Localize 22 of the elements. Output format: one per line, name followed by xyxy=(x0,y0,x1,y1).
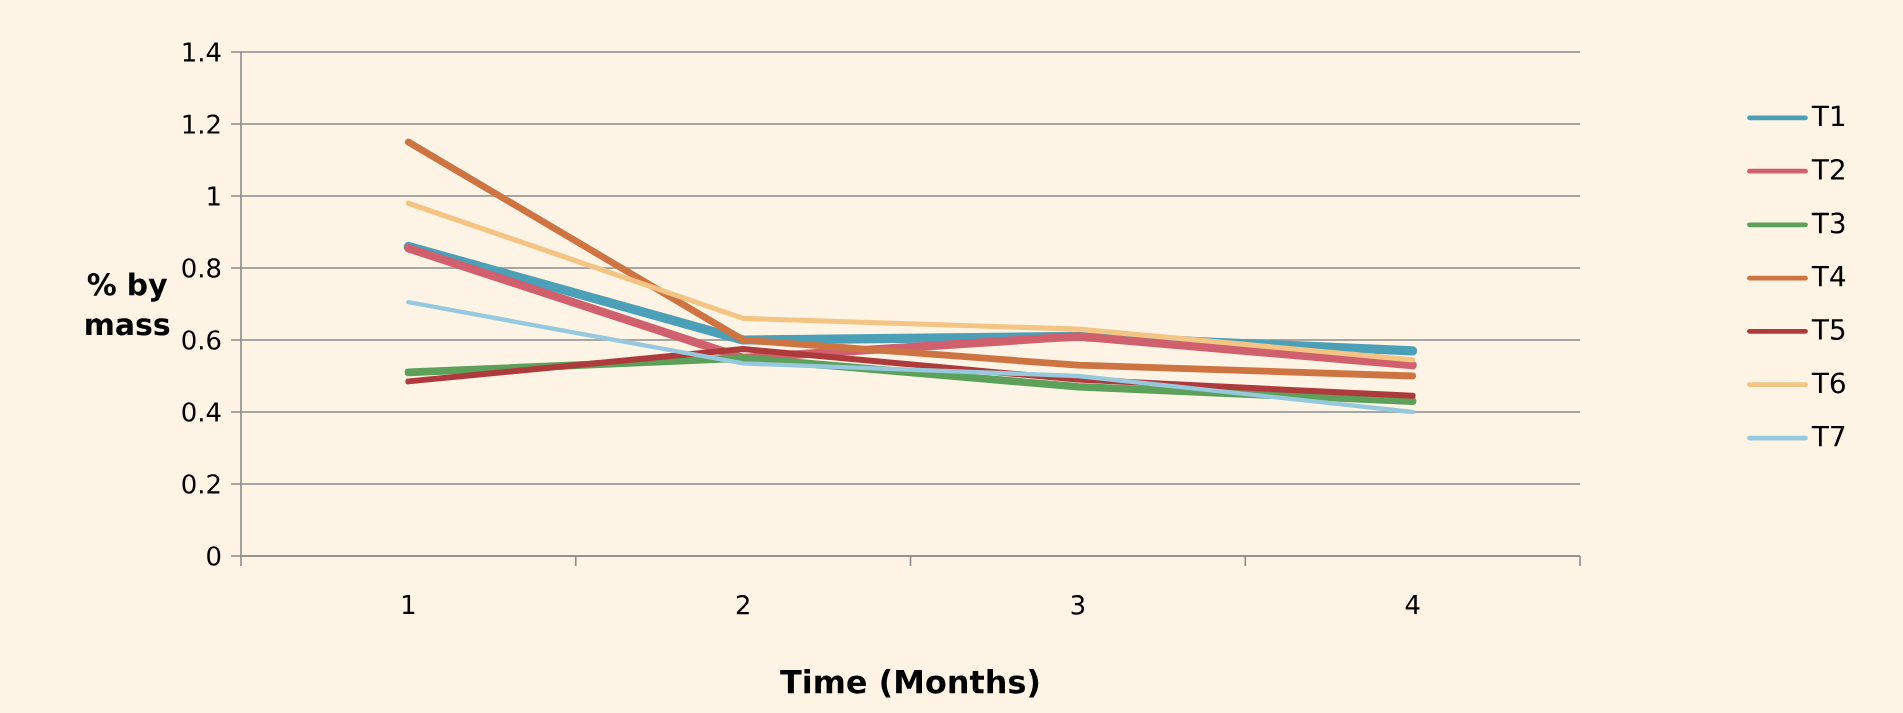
legend-label: T4 xyxy=(1811,266,1846,287)
x-axis-title: Time (Months) xyxy=(780,669,1039,698)
y-tick-label: 1.2 xyxy=(183,114,220,134)
y-tick-label: 0.6 xyxy=(182,330,221,350)
y-tick-label: 0.2 xyxy=(182,474,220,494)
x-tick-label: 4 xyxy=(1405,595,1420,614)
y-tick-label: 1 xyxy=(208,186,220,206)
legend-label: T5 xyxy=(1811,319,1845,340)
line-series xyxy=(406,300,1415,415)
legend-label: T6 xyxy=(1811,372,1845,394)
y-tick-label: 0.4 xyxy=(182,402,221,422)
legend-label: T1 xyxy=(1811,105,1845,127)
y-tick-label: 1.4 xyxy=(183,42,221,62)
y-axis-title: % by mass xyxy=(86,272,170,336)
legend-label: T7 xyxy=(1811,425,1845,447)
legend-label: T2 xyxy=(1811,158,1844,180)
x-tick-label: 3 xyxy=(1071,595,1085,615)
legend-label: T3 xyxy=(1811,212,1845,234)
y-tick-label: 0 xyxy=(207,546,221,566)
x-tick-label: 1 xyxy=(402,595,415,614)
x-tick-label: 2 xyxy=(736,595,749,615)
y-tick-label: 0.8 xyxy=(182,258,221,278)
